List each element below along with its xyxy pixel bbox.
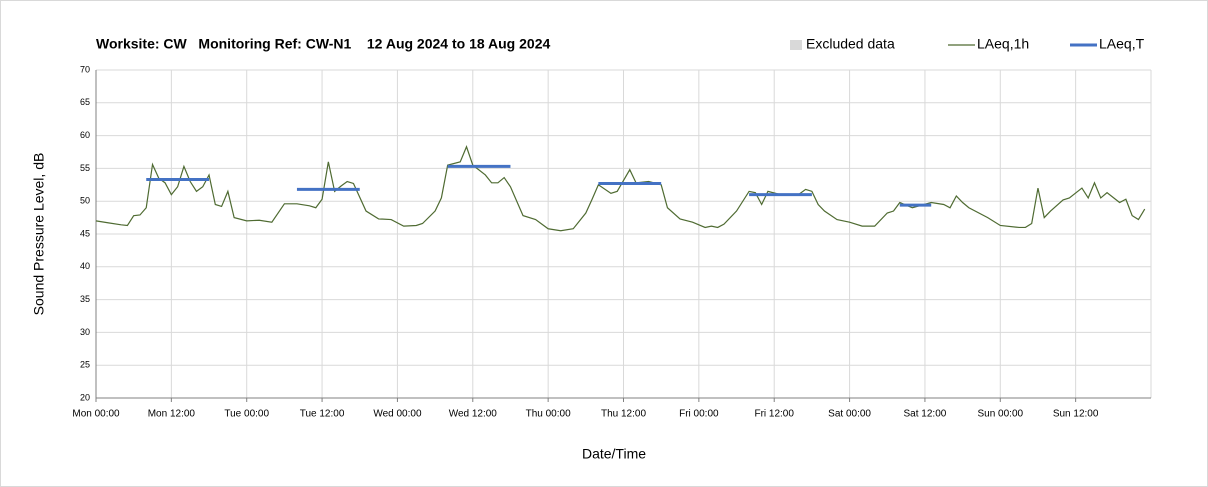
x-axis-label: Date/Time	[582, 446, 646, 462]
x-tick-label: Thu 12:00	[601, 409, 646, 420]
y-tick-label: 60	[80, 130, 90, 140]
y-tick-label: 50	[80, 196, 90, 206]
y-tick-label: 45	[80, 228, 90, 238]
x-tick-label: Wed 12:00	[449, 409, 498, 420]
y-tick-label: 55	[80, 163, 90, 173]
y-tick-label: 30	[80, 327, 90, 337]
legend-label: Excluded data	[806, 36, 895, 52]
chart-title: Worksite: CW Monitoring Ref: CW-N1 12 Au…	[96, 36, 550, 52]
x-tick-label: Tue 00:00	[224, 409, 269, 420]
y-tick-label: 20	[80, 392, 90, 402]
y-tick-label: 40	[80, 261, 90, 271]
x-tick-label: Sat 12:00	[904, 409, 947, 420]
legend-swatch	[790, 40, 802, 50]
x-tick-label: Mon 00:00	[72, 409, 120, 420]
legend-label: LAeq,T	[1099, 36, 1145, 52]
legend-label: LAeq,1h	[977, 36, 1029, 52]
x-tick-label: Wed 00:00	[373, 409, 422, 420]
x-tick-label: Sun 12:00	[1053, 409, 1099, 420]
x-tick-label: Fri 12:00	[754, 409, 794, 420]
y-tick-label: 70	[80, 64, 90, 74]
x-tick-label: Tue 12:00	[300, 409, 345, 420]
y-axis-label: Sound Pressure Level, dB	[31, 153, 47, 316]
y-tick-label: 65	[80, 97, 90, 107]
x-tick-label: Mon 12:00	[148, 409, 196, 420]
x-tick-label: Sat 00:00	[828, 409, 871, 420]
x-tick-label: Fri 00:00	[679, 409, 719, 420]
x-tick-label: Thu 00:00	[526, 409, 571, 420]
y-tick-label: 35	[80, 294, 90, 304]
x-tick-label: Sun 00:00	[977, 409, 1023, 420]
y-tick-label: 25	[80, 360, 90, 370]
